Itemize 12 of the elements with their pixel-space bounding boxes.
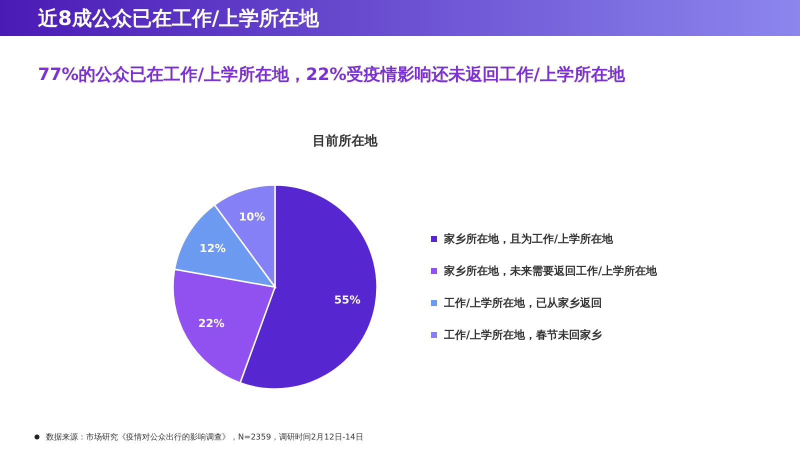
chart-subtitle: 77%的公众已在工作/上学所在地，22%受疫情影响还未返回工作/上学所在地 [38,65,626,85]
data-label: 10% [238,210,266,224]
chart-title: 近8成公众已在工作/上学所在地 [37,6,320,30]
legend-label: 家乡所在地，且为工作/上学所在地 [443,232,614,246]
legend-label: 工作/上学所在地，已从家乡返回 [443,296,602,310]
text: 目前所在地 [312,133,378,149]
legend-label: 工作/上学所在地，春节未回家乡 [443,328,602,342]
data-label: 22% [198,317,225,330]
data-label: 12% [199,242,226,255]
data-label: 55% [334,293,360,306]
source-note: 数据来源：市场研究《疫情对公众出行的影响调查》，N=2359，调研时间2月12日-14日 [46,432,364,442]
legend-label: 家乡所在地，未来需要返回工作/上学所在地 [443,264,658,278]
